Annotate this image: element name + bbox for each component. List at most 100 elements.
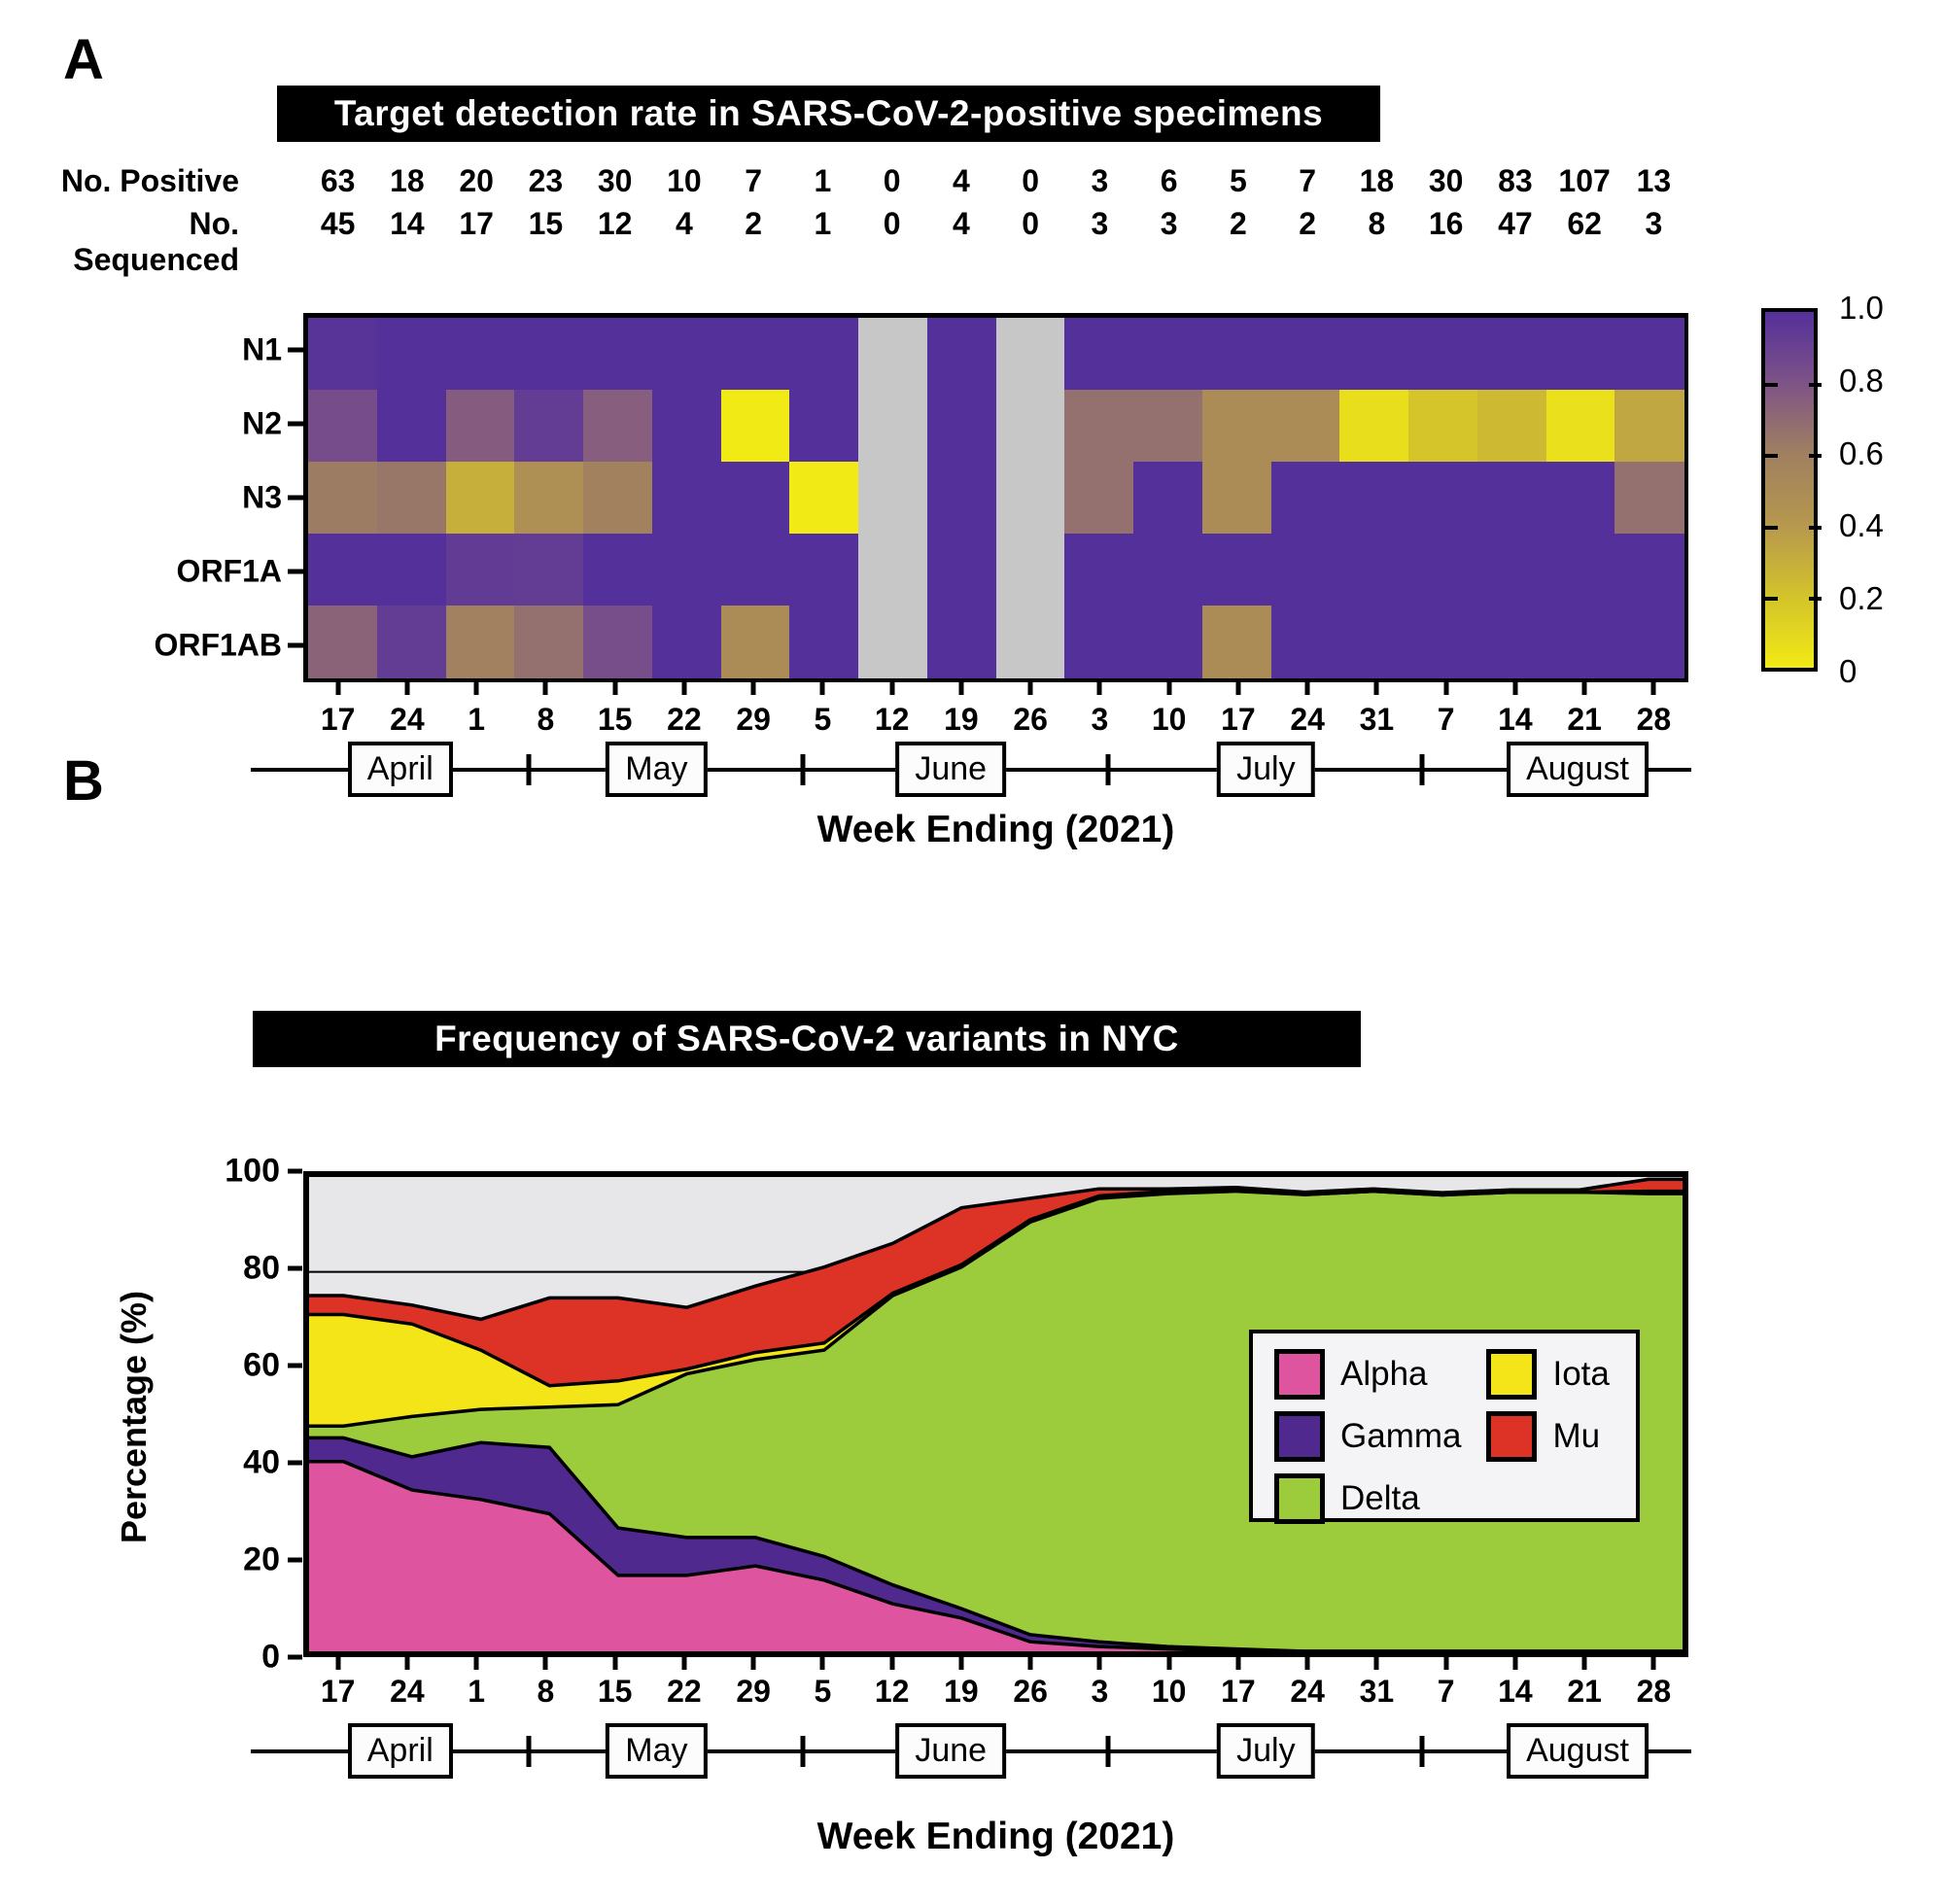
axis-tick bbox=[1443, 1657, 1449, 1670]
heatmap-cell-ORF1A-6 bbox=[720, 534, 790, 606]
week-label: 24 bbox=[390, 1674, 425, 1709]
no-positive-value: 30 bbox=[597, 163, 633, 198]
no-positive-value: 0 bbox=[1022, 163, 1040, 198]
heatmap-cell-N2-19 bbox=[1614, 390, 1684, 463]
axis-tick bbox=[750, 682, 756, 695]
heatmap-cell-N2-13 bbox=[1201, 390, 1271, 463]
panel-b-ytick-mark bbox=[288, 1557, 302, 1563]
week-label: 15 bbox=[597, 702, 633, 737]
week-label: 22 bbox=[667, 1674, 702, 1709]
no-sequenced-value: 0 bbox=[883, 206, 901, 241]
no-sequenced-value: 47 bbox=[1498, 206, 1533, 241]
panel-a-letter: A bbox=[63, 28, 104, 91]
heatmap-cell-N1-4 bbox=[583, 318, 653, 391]
month-box-april: April bbox=[347, 1723, 453, 1779]
no-positive-value: 5 bbox=[1229, 163, 1247, 198]
week-label: 15 bbox=[597, 1674, 633, 1709]
panel-b-title: Frequency of SARS-CoV-2 variants in NYC bbox=[253, 1011, 1361, 1067]
heatmap-cell-N3-8 bbox=[858, 462, 928, 535]
heatmap-cell-ORF1A-17 bbox=[1476, 534, 1546, 606]
heatmap-cell-N1-14 bbox=[1270, 318, 1340, 391]
axis-tick bbox=[681, 682, 687, 695]
month-box-may: May bbox=[606, 1723, 708, 1779]
heatmap-row-label-ORF1A: ORF1A bbox=[176, 553, 282, 589]
legend-label-delta: Delta bbox=[1340, 1479, 1420, 1517]
heatmap-cell-N3-13 bbox=[1201, 462, 1271, 535]
heatmap-cell-N2-1 bbox=[376, 390, 446, 463]
colorbar-tick bbox=[1765, 454, 1778, 459]
panel-b-ytick-mark bbox=[288, 1363, 302, 1368]
heatmap-cell-N3-16 bbox=[1408, 462, 1478, 535]
area-alpha bbox=[309, 1461, 1683, 1651]
heatmap-cell-N1-8 bbox=[858, 318, 928, 391]
heatmap-cell-N2-0 bbox=[308, 390, 378, 463]
week-label: 12 bbox=[874, 702, 910, 737]
no-sequenced-value: 1 bbox=[814, 206, 832, 241]
heatmap-cell-N1-12 bbox=[1133, 318, 1203, 391]
heatmap-cell-N1-7 bbox=[789, 318, 859, 391]
no-sequenced-value: 45 bbox=[320, 206, 356, 241]
heatmap-row-tick bbox=[288, 421, 303, 427]
heatmap-cell-N1-17 bbox=[1476, 318, 1546, 391]
heatmap-cell-N3-11 bbox=[1064, 462, 1134, 535]
heatmap-cell-N2-2 bbox=[445, 390, 515, 463]
heatmap-row-tick bbox=[288, 569, 303, 574]
legend-item-iota: Iota bbox=[1486, 1349, 1610, 1400]
month-axis-tick bbox=[1419, 1736, 1425, 1767]
axis-tick bbox=[1581, 1657, 1587, 1670]
no-sequenced-label: No. Sequenced bbox=[73, 206, 239, 277]
heatmap-cell-ORF1AB-19 bbox=[1614, 606, 1684, 678]
heatmap-cell-ORF1AB-3 bbox=[514, 606, 584, 678]
week-label: 5 bbox=[814, 1674, 832, 1709]
axis-tick bbox=[1166, 1657, 1172, 1670]
heatmap-cell-N3-17 bbox=[1476, 462, 1546, 535]
month-box-june: June bbox=[895, 742, 1007, 797]
no-positive-value: 107 bbox=[1558, 163, 1611, 198]
heatmap-cell-ORF1A-3 bbox=[514, 534, 584, 606]
heatmap-cell-N3-6 bbox=[720, 462, 790, 535]
legend-item-mu: Mu bbox=[1486, 1411, 1609, 1462]
axis-tick bbox=[1512, 1657, 1518, 1670]
axis-tick bbox=[1027, 682, 1033, 695]
colorbar-label: 1.0 bbox=[1839, 290, 1884, 326]
axis-tick bbox=[1235, 1657, 1241, 1670]
week-label: 31 bbox=[1359, 702, 1395, 737]
no-sequenced-value: 3 bbox=[1091, 206, 1109, 241]
heatmap-cell-N2-8 bbox=[858, 390, 928, 463]
heatmap-cell-ORF1AB-17 bbox=[1476, 606, 1546, 678]
week-label: 10 bbox=[1151, 1674, 1187, 1709]
no-sequenced-value: 15 bbox=[528, 206, 564, 241]
heatmap-cell-ORF1A-13 bbox=[1201, 534, 1271, 606]
heatmap-cell-N1-15 bbox=[1339, 318, 1409, 391]
axis-tick bbox=[1373, 682, 1379, 695]
axis-tick bbox=[1096, 682, 1102, 695]
week-label: 12 bbox=[874, 1674, 910, 1709]
heatmap-cell-N1-3 bbox=[514, 318, 584, 391]
heatmap-cell-N1-1 bbox=[376, 318, 446, 391]
panel-b-ytick-label: 0 bbox=[261, 1638, 280, 1676]
heatmap-row-label-N2: N2 bbox=[242, 405, 282, 441]
heatmap-cell-ORF1AB-14 bbox=[1270, 606, 1340, 678]
area-boundary-iota bbox=[309, 1187, 1683, 1388]
stacked-area-svg bbox=[309, 1177, 1683, 1651]
no-positive-value: 0 bbox=[883, 163, 901, 198]
colorbar-tick bbox=[1809, 525, 1822, 530]
month-box-june: June bbox=[895, 1723, 1007, 1779]
heatmap-cell-N1-16 bbox=[1408, 318, 1478, 391]
heatmap-cell-N2-7 bbox=[789, 390, 859, 463]
heatmap-cell-N2-14 bbox=[1270, 390, 1340, 463]
panel-b-ytick-mark bbox=[288, 1168, 302, 1174]
axis-tick bbox=[1096, 1657, 1102, 1670]
heatmap-cell-N1-0 bbox=[308, 318, 378, 391]
no-positive-label: No. Positive bbox=[60, 163, 239, 198]
heatmap-cell-ORF1AB-6 bbox=[720, 606, 790, 678]
no-sequenced-value: 3 bbox=[1160, 206, 1178, 241]
axis-tick bbox=[1650, 682, 1656, 695]
panel-a-title: Target detection rate in SARS-CoV-2-posi… bbox=[277, 86, 1380, 142]
week-label: 17 bbox=[320, 702, 356, 737]
variant-legend: Alpha Gamma Delta Iota Mu bbox=[1249, 1330, 1640, 1524]
variant-frequency-chart bbox=[303, 1171, 1688, 1657]
heatmap-cell-ORF1AB-13 bbox=[1201, 606, 1271, 678]
axis-tick bbox=[958, 1657, 964, 1670]
no-positive-value: 83 bbox=[1498, 163, 1533, 198]
